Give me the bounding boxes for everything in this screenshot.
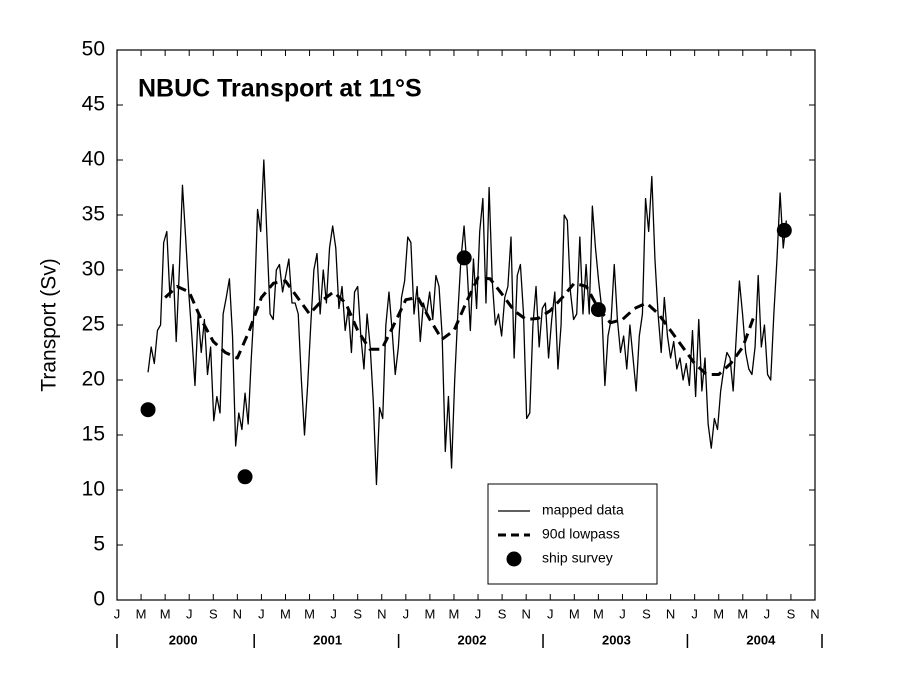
year-label: 2000 — [169, 632, 198, 647]
year-label: 2004 — [746, 632, 776, 647]
y-tick-label: 20 — [82, 368, 105, 391]
x-tick-label: N — [521, 606, 530, 621]
x-tick-label: S — [353, 606, 362, 621]
x-tick-label: M — [737, 606, 748, 621]
x-tick-label: M — [593, 606, 604, 621]
x-tick-label: J — [114, 606, 121, 621]
x-tick-label: J — [186, 606, 193, 621]
y-tick-label: 45 — [82, 93, 105, 116]
legend-swatch — [506, 551, 522, 567]
legend-label: ship survey — [542, 550, 613, 566]
data-point — [140, 402, 156, 418]
x-tick-label: J — [403, 606, 410, 621]
y-tick-label: 5 — [93, 533, 105, 556]
x-tick-label: S — [787, 606, 796, 621]
y-tick-label: 35 — [82, 203, 105, 226]
legend-label: 90d lowpass — [542, 526, 620, 542]
data-line — [164, 276, 757, 376]
x-tick-label: M — [136, 606, 147, 621]
x-tick-label: N — [233, 606, 242, 621]
data-point — [456, 250, 472, 266]
x-tick-label: N — [377, 606, 386, 621]
y-tick-label: 50 — [82, 38, 105, 61]
x-tick-label: M — [424, 606, 435, 621]
year-label: 2003 — [602, 632, 631, 647]
x-tick-label: S — [498, 606, 507, 621]
x-tick-label: J — [547, 606, 554, 621]
y-tick-label: 25 — [82, 313, 105, 336]
data-line — [147, 159, 788, 486]
x-tick-label: M — [304, 606, 315, 621]
data-point — [776, 222, 792, 238]
y-tick-label: 30 — [82, 258, 105, 281]
x-tick-label: M — [449, 606, 460, 621]
x-tick-label: J — [475, 606, 482, 621]
legend-label: mapped data — [542, 502, 624, 518]
plot-frame — [116, 49, 816, 601]
y-tick-label: 0 — [93, 588, 105, 611]
x-tick-label: N — [810, 606, 819, 621]
y-axis-label: Transport (Sv) — [38, 258, 61, 391]
x-tick-label: M — [713, 606, 724, 621]
year-label: 2002 — [458, 632, 487, 647]
x-tick-label: J — [691, 606, 698, 621]
chart-title: NBUC Transport at 11°S — [138, 75, 422, 103]
data-point — [590, 302, 606, 318]
year-label: 2001 — [313, 632, 342, 647]
x-tick-label: J — [258, 606, 265, 621]
x-tick-label: M — [280, 606, 291, 621]
y-tick-label: 10 — [82, 478, 105, 501]
x-tick-label: J — [619, 606, 626, 621]
x-tick-label: N — [666, 606, 675, 621]
y-tick-label: 15 — [82, 423, 105, 446]
x-tick-label: M — [569, 606, 580, 621]
x-tick-label: J — [330, 606, 337, 621]
data-point — [237, 469, 253, 485]
x-tick-label: S — [642, 606, 651, 621]
x-tick-label: S — [209, 606, 218, 621]
y-tick-label: 40 — [82, 148, 105, 171]
x-tick-label: J — [764, 606, 771, 621]
x-tick-label: M — [160, 606, 171, 621]
